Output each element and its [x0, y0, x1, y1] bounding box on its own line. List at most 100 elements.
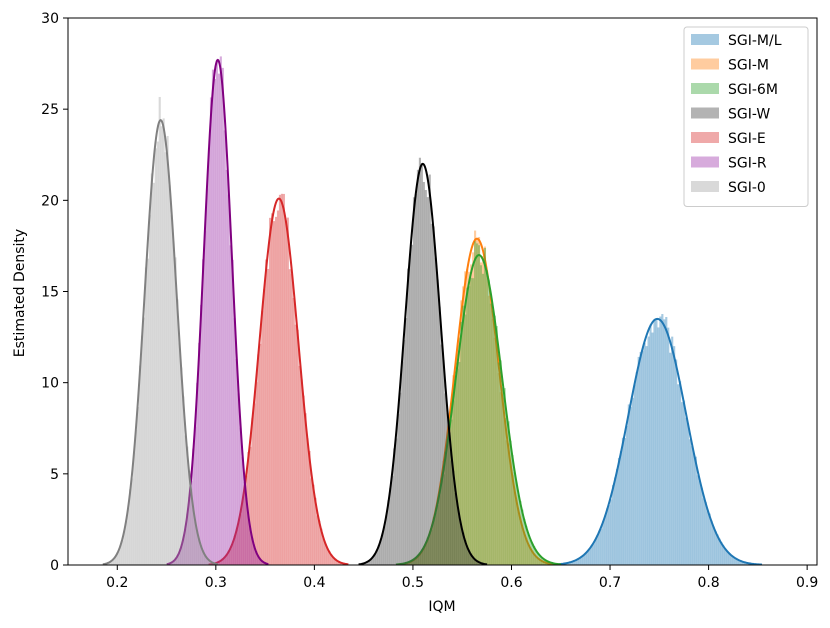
legend-swatch — [691, 83, 719, 94]
x-axis-label: IQM — [428, 599, 455, 615]
histogram-bar — [263, 289, 266, 565]
histogram-bar — [612, 485, 615, 565]
histogram-bar — [135, 429, 138, 565]
histogram-bar — [454, 380, 457, 565]
histogram-bar — [724, 548, 727, 565]
histogram-bar — [265, 259, 268, 565]
histogram-bar — [115, 555, 118, 565]
histogram-bar — [310, 478, 313, 565]
histogram-bar — [639, 351, 642, 565]
plot-area — [99, 56, 763, 565]
histogram-bar — [485, 273, 488, 565]
histogram-bar — [671, 336, 674, 565]
histogram-bar — [245, 475, 248, 565]
histogram-bar — [444, 450, 447, 565]
x-tick-label: 0.9 — [796, 575, 818, 591]
histogram-bar — [150, 173, 153, 565]
histogram-bar — [401, 361, 404, 565]
histogram-bar — [590, 545, 593, 565]
histogram-bar — [456, 368, 459, 565]
legend-label: SGI-R — [728, 156, 767, 172]
legend-swatch — [691, 181, 719, 192]
histogram-bar — [667, 327, 670, 565]
histogram-bar — [728, 553, 731, 565]
histogram-bar — [529, 548, 532, 565]
histogram-bar — [211, 69, 215, 565]
histogram-bar — [133, 452, 136, 565]
histogram-bar — [704, 501, 707, 565]
histogram-bar — [186, 513, 189, 565]
histogram-bar — [174, 559, 177, 565]
histogram-bar — [424, 543, 427, 565]
y-tick-label: 15 — [41, 285, 59, 301]
histogram-bar — [229, 245, 232, 565]
histogram-bar — [190, 488, 193, 565]
density-curve — [208, 197, 349, 565]
histogram-bar — [456, 350, 459, 565]
histogram-bar — [407, 562, 410, 565]
histogram-bar — [651, 332, 654, 565]
histogram-bar — [138, 365, 142, 565]
histogram-bar — [322, 538, 325, 565]
histogram-bar — [432, 517, 435, 565]
histogram-bar — [217, 561, 220, 565]
histogram-bar — [229, 548, 232, 565]
histogram-bar — [716, 534, 719, 565]
histogram-bar — [237, 522, 240, 565]
histogram-bar — [570, 561, 573, 565]
histogram-bar — [111, 560, 114, 565]
histogram-bar — [698, 481, 701, 565]
histogram-bar — [580, 557, 583, 565]
histogram-bar — [209, 97, 213, 565]
histogram-bar — [267, 268, 270, 565]
histogram-bar — [407, 562, 410, 565]
histogram-bar — [462, 286, 465, 565]
histogram-bar — [594, 539, 597, 565]
histogram-bar — [515, 500, 518, 565]
histogram-bar — [109, 561, 112, 565]
histogram-bar — [655, 318, 658, 565]
histogram-bar — [535, 551, 538, 565]
histogram-bar — [477, 245, 481, 565]
histogram-bar — [470, 554, 473, 565]
histogram-bar — [452, 400, 455, 565]
histogram-bar — [407, 268, 410, 565]
histogram-bar — [271, 213, 274, 565]
x-tick-label: 0.5 — [402, 575, 424, 591]
histogram-bar — [286, 217, 289, 565]
histogram-bar — [330, 554, 333, 565]
histogram-bar — [619, 451, 623, 565]
histogram-bar — [121, 540, 124, 565]
histogram-bar — [174, 257, 177, 565]
legend-label: SGI-6M — [728, 82, 778, 98]
histogram-bar — [127, 508, 130, 565]
histogram-bar — [541, 560, 544, 565]
histogram-bar — [146, 258, 149, 565]
histogram-bar — [466, 547, 469, 565]
density-curve — [166, 58, 269, 565]
y-tick-label: 10 — [41, 376, 59, 392]
histogram-bar — [442, 460, 445, 565]
histogram-bar — [440, 344, 443, 565]
histogram-bar — [489, 297, 492, 565]
histogram-bar — [539, 559, 542, 565]
histogram-bar — [371, 557, 374, 565]
histogram-bar — [274, 216, 278, 565]
legend-item: SGI-M — [691, 58, 769, 74]
histogram-bar — [332, 557, 335, 565]
histogram-bar — [393, 448, 396, 565]
histogram-bar — [462, 305, 465, 565]
histogram-bar — [259, 343, 262, 565]
histogram-bar — [679, 381, 682, 565]
histogram-bar — [168, 185, 171, 565]
histogram-bar — [537, 553, 540, 565]
legend-label: SGI-W — [728, 107, 770, 123]
legend-swatch — [691, 132, 719, 143]
histogram-bar — [263, 562, 266, 565]
histogram-bar — [424, 190, 427, 565]
histogram-bar — [501, 387, 504, 565]
histogram-bar — [503, 388, 506, 565]
histogram-bar — [170, 215, 173, 565]
histogram-bar — [669, 352, 672, 565]
histogram-bar — [204, 555, 207, 565]
